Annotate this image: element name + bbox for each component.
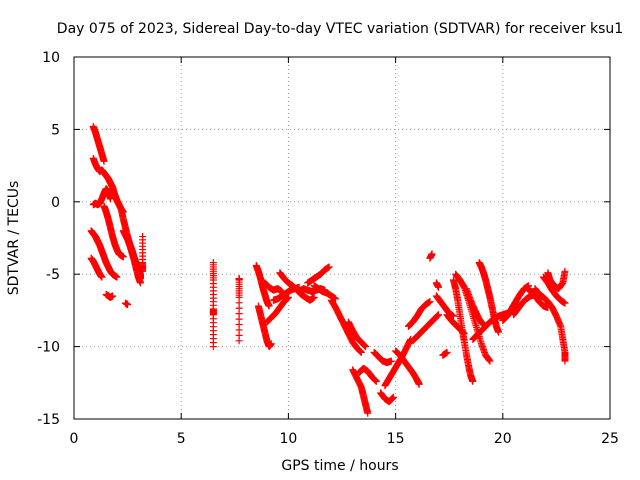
data-point: [469, 377, 477, 385]
data-point: [332, 295, 340, 303]
data-point: [136, 279, 144, 287]
data-point: [443, 348, 451, 356]
data-point: [109, 292, 117, 300]
chart-title: Day 075 of 2023, Sidereal Day-to-day VTE…: [57, 21, 623, 37]
data-point: [389, 393, 397, 401]
data-point: [235, 337, 243, 345]
data-point: [267, 340, 275, 348]
x-tick-label: 5: [177, 431, 186, 447]
x-tick-label: 0: [70, 431, 79, 447]
data-point: [265, 302, 273, 310]
data-point: [325, 263, 333, 271]
data-point: [486, 357, 494, 365]
y-tick-label: 10: [42, 50, 60, 66]
x-tick-label: 20: [494, 431, 512, 447]
data-point: [426, 298, 434, 306]
data-points: [87, 123, 569, 417]
data-point: [106, 195, 114, 203]
data-point: [139, 267, 147, 275]
grid-lines: [74, 57, 610, 419]
y-axis-label: SDTVAR / TECUs: [6, 181, 22, 296]
y-tick-label: 0: [51, 195, 60, 211]
data-point: [357, 348, 365, 356]
data-point: [364, 409, 372, 417]
data-point: [100, 157, 108, 165]
x-tick-label: 25: [601, 431, 619, 447]
data-point: [561, 299, 569, 307]
x-tick-labels: 0 5 10 15 20 25: [70, 431, 619, 447]
data-point: [124, 301, 132, 309]
axis-ticks: [73, 56, 611, 420]
y-tick-label: -15: [37, 412, 60, 428]
data-point: [362, 343, 370, 351]
data-point: [209, 343, 217, 351]
y-tick-label: -10: [37, 340, 60, 356]
y-tick-labels: -15 -10 -5 0 5 10: [37, 50, 60, 428]
data-point: [561, 357, 569, 365]
data-point: [434, 283, 442, 291]
data-point: [113, 273, 121, 281]
data-point: [428, 250, 436, 258]
data-point: [561, 267, 569, 275]
data-point: [372, 377, 380, 385]
y-tick-label: 5: [51, 122, 60, 138]
x-tick-label: 15: [387, 431, 405, 447]
y-tick-label: -5: [46, 267, 60, 283]
data-point: [98, 273, 106, 281]
data-point: [119, 253, 127, 261]
data-point: [310, 293, 318, 301]
x-axis-label: GPS time / hours: [281, 458, 398, 474]
data-point: [495, 328, 503, 336]
plot-frame: [73, 56, 611, 420]
x-tick-label: 10: [279, 431, 297, 447]
data-point: [434, 311, 442, 319]
data-point: [415, 380, 423, 388]
data-point: [387, 357, 395, 365]
